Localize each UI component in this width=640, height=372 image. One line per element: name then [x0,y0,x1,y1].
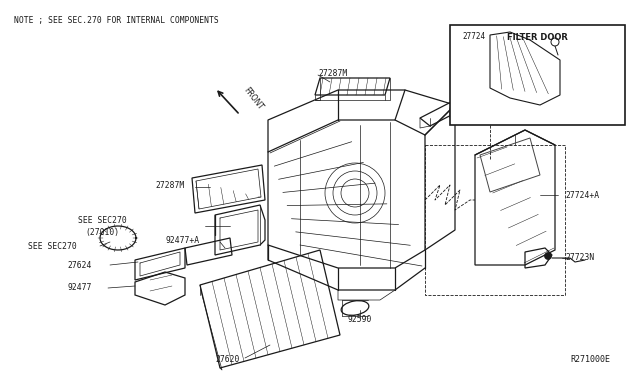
Text: 27724+A: 27724+A [565,190,599,199]
Text: SEE SEC270: SEE SEC270 [78,215,127,224]
Text: 92477+A: 92477+A [165,235,199,244]
Ellipse shape [341,301,369,315]
Text: 27620: 27620 [215,356,239,365]
Text: 92590: 92590 [348,315,372,324]
Circle shape [545,253,552,260]
Text: 92477: 92477 [67,283,92,292]
Bar [450,25,625,125]
Text: 27624: 27624 [67,260,92,269]
Text: NOTE ; SEE SEC.270 FOR INTERNAL COMPONENTS: NOTE ; SEE SEC.270 FOR INTERNAL COMPONEN… [14,16,219,25]
Text: FILTER DOOR: FILTER DOOR [507,32,568,42]
Text: 27723N: 27723N [565,253,595,263]
Text: (27010): (27010) [85,228,119,237]
Text: 27287M: 27287M [155,180,184,189]
Text: R271000E: R271000E [570,356,610,365]
Text: 27287M: 27287M [318,68,348,77]
Text: FRONT: FRONT [242,86,265,112]
Text: 27610B: 27610B [460,92,489,100]
Text: 27724: 27724 [462,32,485,41]
Circle shape [551,38,559,46]
Text: SEE SEC270: SEE SEC270 [28,241,77,250]
